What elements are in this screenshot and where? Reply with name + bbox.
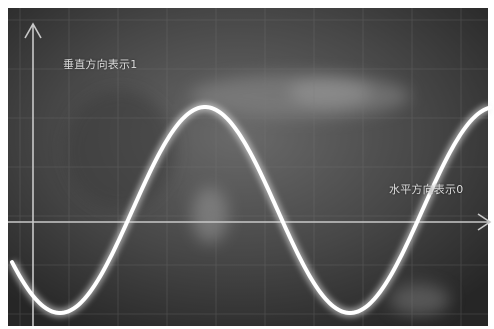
vertical-axis-arrow-icon [24,22,42,39]
sine-trace [10,105,492,316]
horizontal-axis-arrow-icon [477,213,492,231]
axes [8,22,492,326]
vertical-direction-label: 垂直方向表示1 [63,58,138,71]
screen-grid [8,8,488,326]
horizontal-direction-label: 水平方向表示0 [389,183,464,196]
